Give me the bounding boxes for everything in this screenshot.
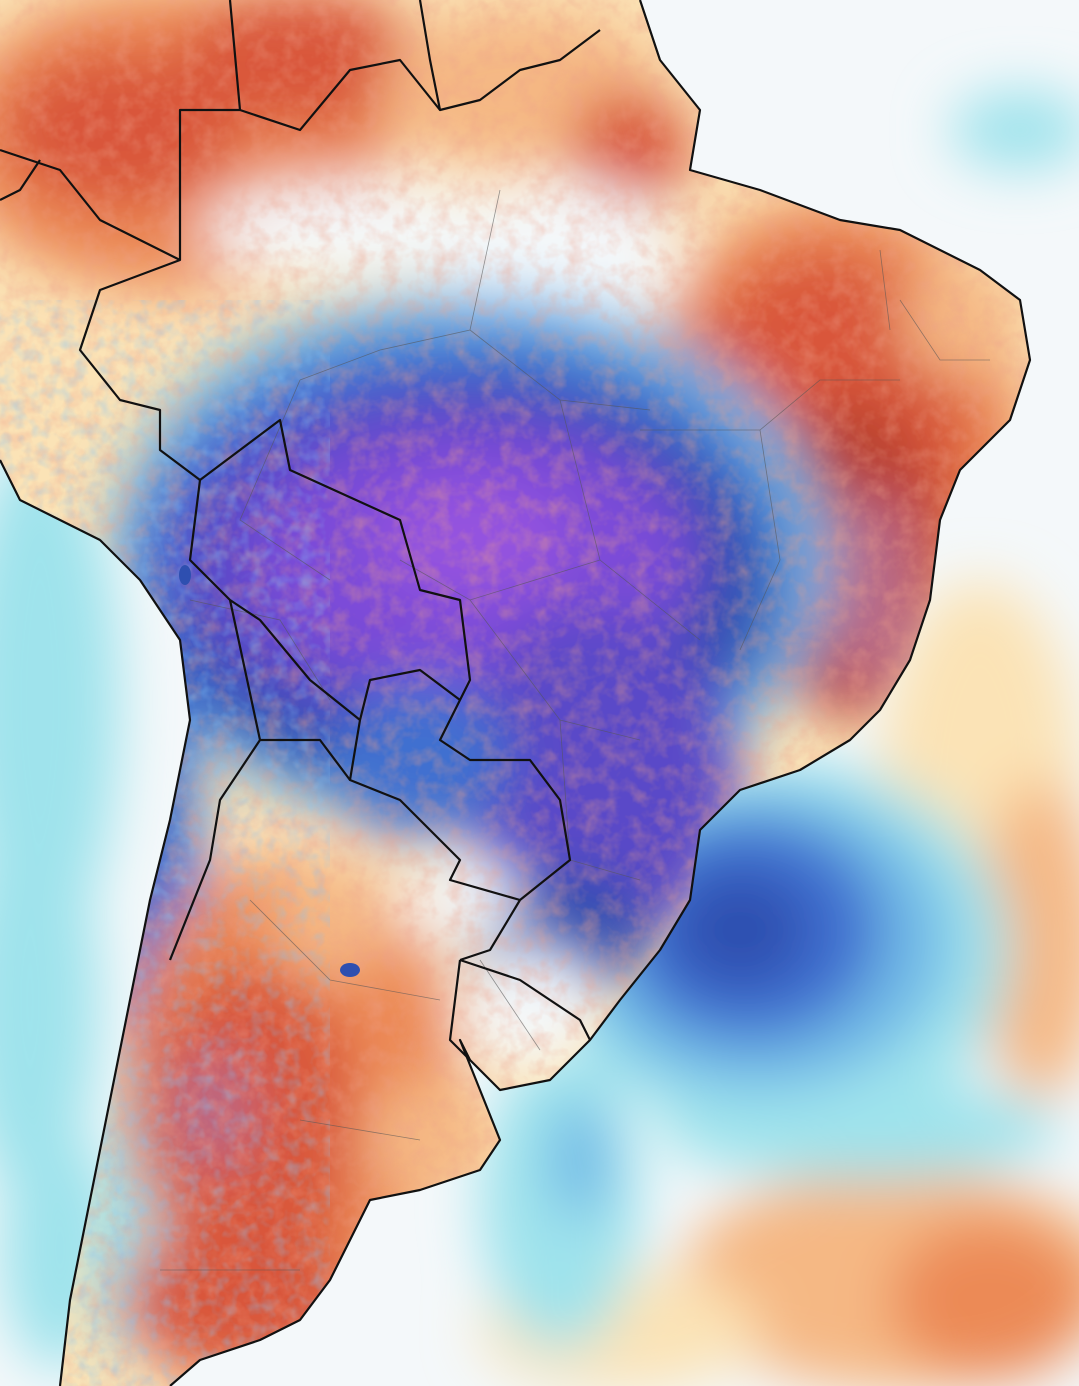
brazil-border xyxy=(78,0,572,962)
north-border xyxy=(0,148,181,261)
lakes xyxy=(179,565,360,977)
state-boundaries xyxy=(160,189,990,1271)
coastline-east xyxy=(169,0,1032,1386)
country-borders xyxy=(0,0,1032,1386)
argentina-border xyxy=(168,599,351,961)
guiana-border xyxy=(418,0,601,112)
coastline-west xyxy=(0,459,192,1386)
bolivia-paraguay-border xyxy=(188,479,521,902)
uruguay-border xyxy=(448,958,591,1061)
